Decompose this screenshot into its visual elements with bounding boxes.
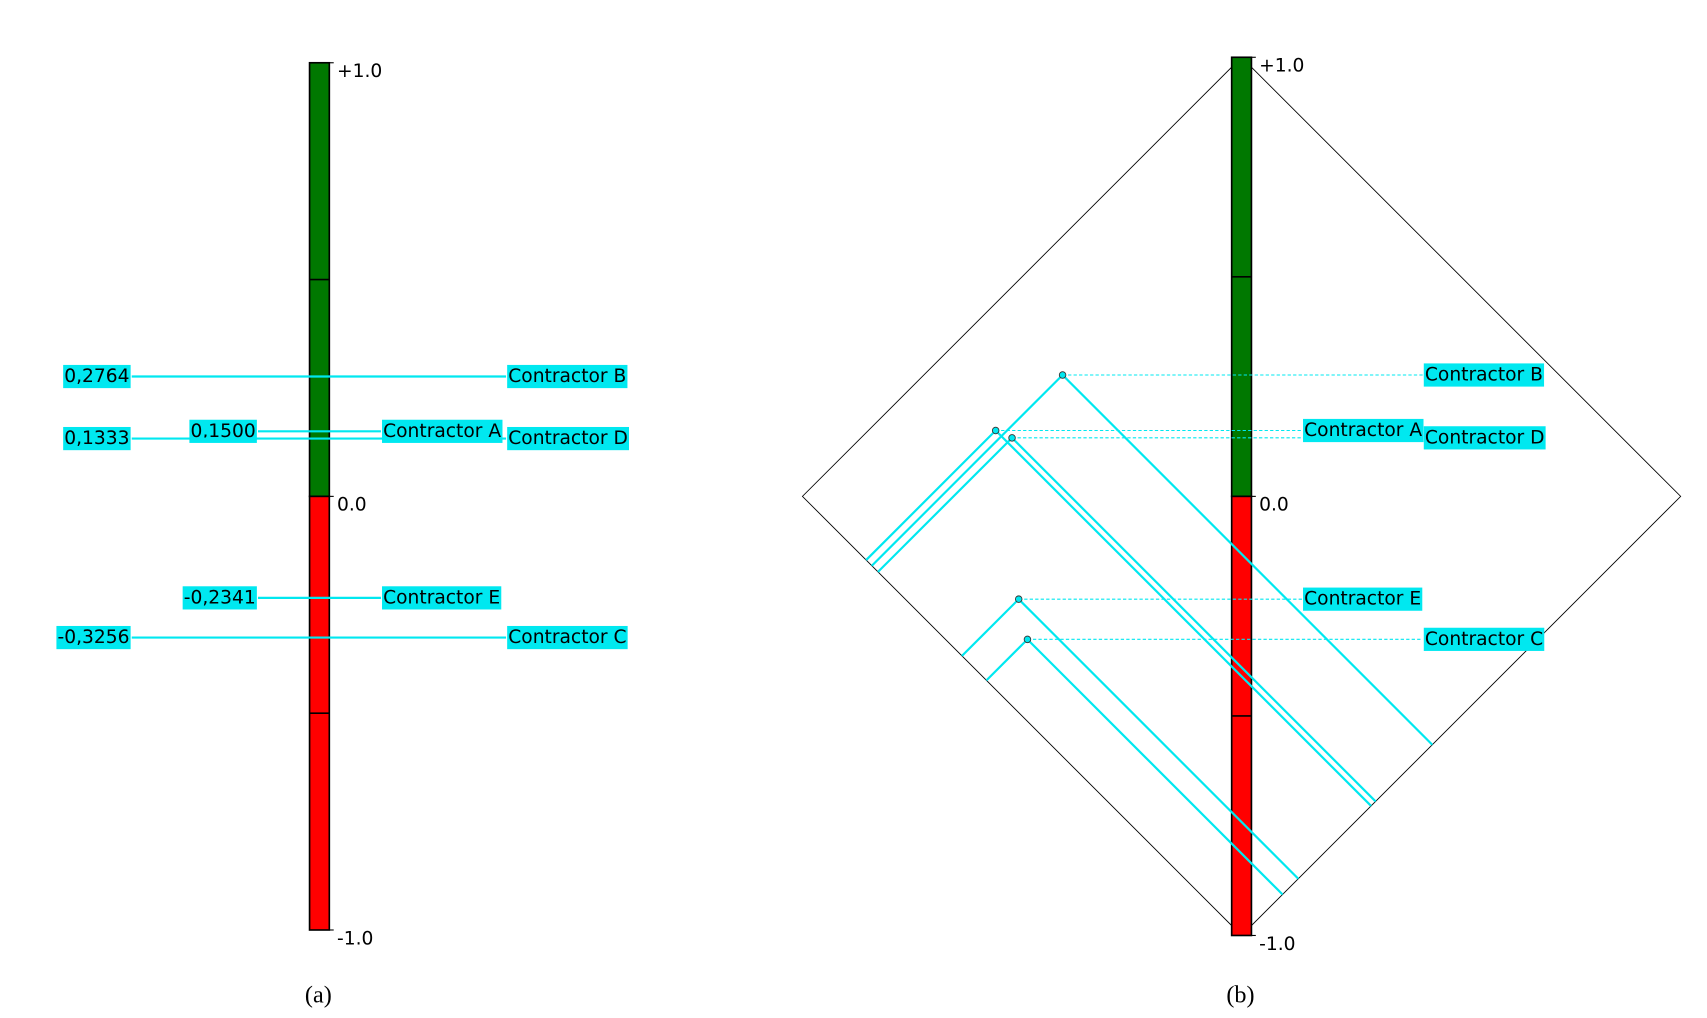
label-box [507,625,628,650]
label-box [1303,418,1424,443]
alternative-point [1058,371,1067,379]
alternative-point [1023,635,1032,644]
alternative-label: Contractor E [383,587,500,608]
phi-plus-line [865,429,997,561]
label-box [182,586,257,610]
value-label: 0,2764 [64,366,129,387]
label-box [1423,363,1545,387]
label-box [1303,587,1423,611]
value-label: 0,1500 [190,421,255,442]
phi-plus-line [877,437,1013,573]
value-label: -0,2341 [184,587,256,608]
y-tick-label: 0.0 [337,495,367,516]
label-box [56,625,131,650]
caption: (b) [1226,981,1254,1008]
alternative-label: Contractor A [383,421,501,442]
alternative-label: Contractor C [1425,629,1543,650]
phi-plus-line [961,598,1020,657]
alternative-point [1014,595,1023,603]
label-box [1423,426,1546,450]
alternative-label: Contractor E [1304,589,1421,610]
alternative-label: Contractor C [508,627,626,648]
label-box [382,419,503,443]
alternative-label: Contractor D [1425,427,1545,448]
label-box [63,426,131,451]
label-box [1423,627,1545,651]
alternative-point [1008,434,1016,442]
phi-minus-line [1026,638,1284,896]
label-box [382,586,502,610]
y-tick-label: -1.0 [1259,934,1295,955]
phi-minus-line [1011,437,1377,803]
value-label: 0,1333 [64,428,129,449]
alternative-label: Contractor B [508,366,626,387]
value-label: -0,3256 [58,627,130,648]
phi-plus-line [871,374,1064,567]
y-tick-label: -1.0 [337,928,373,949]
label-box [63,364,131,389]
phi-minus-line [1061,374,1434,746]
caption: (a) [305,981,332,1008]
phi-minus-line [994,429,1372,807]
y-tick-label: +1.0 [337,61,382,82]
phi-minus-line [1017,598,1300,880]
phi-plus-line [985,638,1029,682]
alternative-label: Contractor B [1425,365,1543,386]
alternative-point [991,426,1000,435]
label-box [507,426,629,451]
y-tick-label: 0.0 [1259,495,1289,516]
label-box [189,419,257,443]
alternative-label: Contractor A [1304,420,1422,441]
y-tick-label: +1.0 [1259,56,1304,77]
label-box [507,364,628,389]
alternative-label: Contractor D [508,428,628,449]
